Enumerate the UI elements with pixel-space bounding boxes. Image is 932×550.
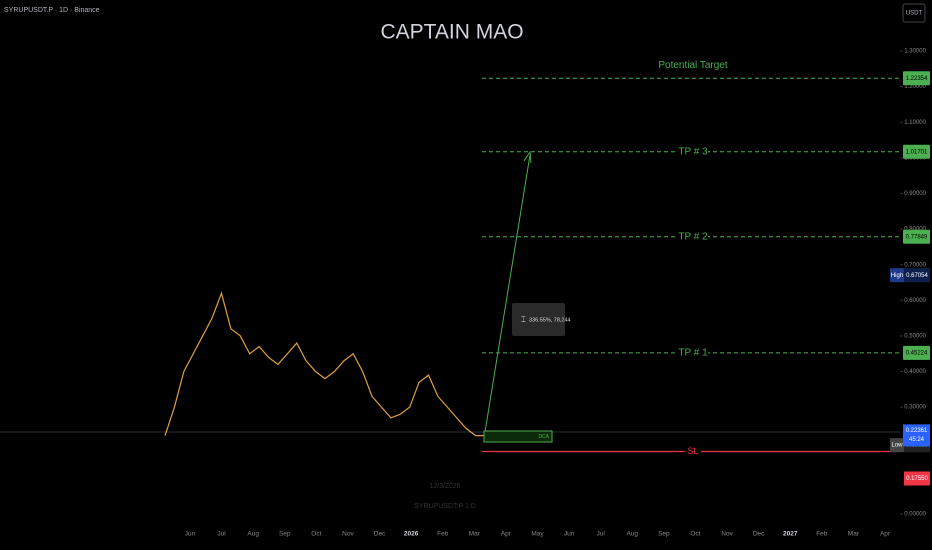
time-label: 2027 — [783, 531, 798, 538]
time-label: Sep — [279, 531, 291, 538]
arrow-head — [523, 150, 532, 164]
stop-loss-label: SL — [687, 446, 698, 456]
time-label: Jun — [185, 531, 196, 538]
price-tag — [903, 345, 930, 360]
label-bg — [678, 144, 708, 159]
time-label: Mar — [469, 531, 481, 538]
price-line — [164, 291, 485, 437]
price-tick-label: 0.60000 — [904, 298, 926, 304]
price-tag-text: 0.77849 — [906, 234, 928, 240]
measure-tooltip — [512, 303, 565, 336]
price-tag — [903, 144, 930, 159]
target-label: TP # 1 — [678, 348, 708, 359]
price-tick-label: 1.30000 — [904, 49, 926, 55]
time-label: Apr — [880, 531, 891, 538]
low-tag-name — [890, 438, 904, 453]
watermark-date: 12/3/2026 — [429, 483, 460, 490]
high-value: 0.67054 — [906, 273, 928, 279]
price-tag-text: 1.22354 — [906, 76, 928, 82]
current-price-value: 0.22361 — [906, 428, 928, 434]
time-label: Aug — [247, 531, 259, 538]
label-bg — [678, 345, 708, 360]
time-label: Mar — [848, 531, 860, 538]
price-tag — [903, 229, 930, 244]
price-tick-label: 0.70000 — [904, 262, 926, 268]
label-bg — [678, 229, 708, 244]
price-tick-label: 0.80000 — [904, 227, 926, 233]
time-label: Apr — [501, 531, 512, 538]
measure-icon: ⌶ — [521, 315, 526, 324]
target-label: TP # 2 — [678, 231, 708, 242]
time-label: Jul — [217, 531, 226, 538]
projection-arrow — [484, 154, 531, 433]
price-tick-label: 1.10000 — [904, 120, 926, 126]
price-tick-label: 0.00000 — [904, 512, 926, 518]
entry-box — [483, 430, 553, 443]
price-tag-text: 1.01701 — [906, 149, 928, 155]
stop-loss-tag — [904, 471, 930, 486]
time-label: Oct — [690, 531, 700, 538]
time-label: Dec — [753, 531, 765, 538]
entry-label: DCA — [538, 434, 549, 440]
price-tick-label: 0.30000 — [904, 405, 926, 411]
time-label: Jun — [564, 531, 575, 538]
time-label: Jul — [597, 531, 606, 538]
price-tick-label: 0.40000 — [904, 369, 926, 375]
target-label: Potential Target — [658, 60, 728, 71]
high-label: High — [891, 273, 903, 279]
target-label: TP # 3 — [678, 146, 708, 157]
currency-label: USDT — [906, 11, 923, 17]
current-price-tag — [903, 424, 930, 447]
high-tag-name — [890, 268, 904, 283]
price-tick-label: 1.20000 — [904, 84, 926, 90]
time-label: Sep — [658, 531, 670, 538]
time-label: Feb — [816, 531, 828, 538]
measure-text: 336.55%, 78,244 — [529, 317, 571, 323]
low-label: Low — [891, 443, 903, 449]
time-label: Nov — [721, 531, 733, 538]
chart-title: CAPTAIN MAO — [380, 21, 523, 44]
time-label: Nov — [342, 531, 354, 538]
countdown: 45:24 — [909, 437, 925, 443]
label-bg — [685, 445, 701, 458]
time-label: Aug — [626, 531, 638, 538]
stop-loss-value: 0.17550 — [906, 476, 928, 482]
watermark-symbol: SYRUPUSDT.P 1 D — [414, 503, 476, 510]
price-tick-label: 0.90000 — [904, 191, 926, 197]
price-tick-label: 0.50000 — [904, 334, 926, 340]
time-label: Dec — [374, 531, 386, 538]
time-label: Oct — [311, 531, 321, 538]
time-label: 2026 — [404, 531, 419, 538]
high-tag — [904, 268, 930, 283]
time-label: May — [531, 531, 544, 538]
time-label: Feb — [437, 531, 449, 538]
currency-button[interactable] — [902, 3, 926, 23]
price-tag — [903, 71, 930, 86]
symbol-info: SYRUPUSDT.P · 1D · Binance — [4, 7, 100, 14]
price-tag-text: 0.45224 — [906, 351, 928, 357]
